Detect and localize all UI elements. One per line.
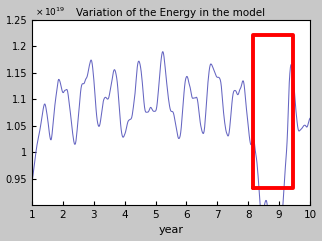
Title: Variation of the Energy in the model: Variation of the Energy in the model (76, 8, 266, 18)
Text: $\times\,10^{19}$: $\times\,10^{19}$ (35, 6, 65, 18)
X-axis label: year: year (158, 225, 184, 235)
